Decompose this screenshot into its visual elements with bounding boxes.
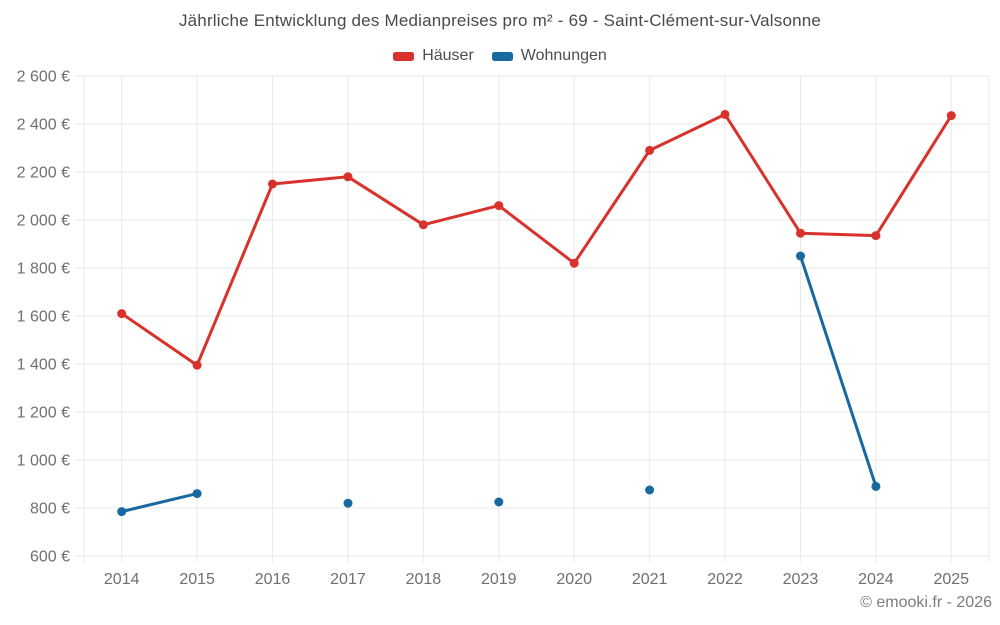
chart-title: Jährliche Entwicklung des Medianpreises … <box>178 11 822 30</box>
point-haeuser-2015[interactable] <box>192 360 202 370</box>
point-haeuser-2023[interactable] <box>796 228 805 238</box>
legend-item-wohnungen[interactable]: Wohnungen <box>491 47 607 65</box>
x-axis-tick-label-2020: 2020 <box>556 571 592 588</box>
x-axis-tick-label-2015: 2015 <box>179 571 215 588</box>
legend-swatch-wohnungen-icon <box>491 51 513 61</box>
point-haeuser-2022[interactable] <box>720 109 730 119</box>
legend-label-haeuser: Häuser <box>422 47 474 64</box>
x-axis-tick-label-2022: 2022 <box>707 571 743 588</box>
x-axis-tick-label-2025: 2025 <box>933 571 969 588</box>
point-haeuser-2024[interactable] <box>871 231 881 241</box>
legend-item-haeuser[interactable]: Häuser <box>393 47 474 65</box>
y-axis-tick-label: 2 200 € <box>17 165 70 182</box>
y-axis-tick-label: 2 000 € <box>17 213 70 230</box>
point-haeuser-2016[interactable] <box>268 179 277 189</box>
y-axis-tick-label: 2 600 € <box>17 69 70 86</box>
point-wohnungen-2021[interactable] <box>645 485 655 495</box>
legend-label-wohnungen: Wohnungen <box>520 47 607 64</box>
point-wohnungen-2023[interactable] <box>796 251 805 261</box>
point-haeuser-2019[interactable] <box>494 201 504 211</box>
y-axis-tick-label: 1 200 € <box>17 405 70 422</box>
point-haeuser-2021[interactable] <box>645 145 655 155</box>
x-axis-tick-label-2016: 2016 <box>255 571 291 588</box>
chart-legend: Häuser Wohnungen <box>0 46 1000 66</box>
y-axis-tick-label: 800 € <box>30 501 70 518</box>
point-haeuser-2020[interactable] <box>569 258 579 268</box>
point-wohnungen-2015[interactable] <box>192 489 202 499</box>
point-wohnungen-2019[interactable] <box>494 497 504 507</box>
series-line-wohnungen <box>120 254 878 514</box>
x-axis-tick-label-2017: 2017 <box>330 571 366 588</box>
x-axis-tick-label-2014: 2014 <box>104 571 140 588</box>
point-haeuser-2018[interactable] <box>418 220 428 230</box>
y-axis-tick-label: 1 000 € <box>17 453 70 470</box>
point-wohnungen-2017[interactable] <box>343 498 353 508</box>
y-axis-tick-label: 600 € <box>30 549 70 566</box>
series-line-haeuser <box>120 112 953 367</box>
x-axis-tick-label-2018: 2018 <box>406 571 442 588</box>
point-wohnungen-2014[interactable] <box>117 507 127 517</box>
y-axis-tick-label: 2 400 € <box>17 117 70 134</box>
point-haeuser-2014[interactable] <box>117 309 127 319</box>
point-haeuser-2025[interactable] <box>946 111 956 121</box>
legend-swatch-haeuser-icon <box>393 51 415 61</box>
y-axis-tick-label: 1 400 € <box>17 357 70 374</box>
x-axis-tick-label-2019: 2019 <box>481 571 517 588</box>
point-wohnungen-2024[interactable] <box>871 481 881 491</box>
y-axis-tick-label: 1 600 € <box>17 309 70 326</box>
x-axis-tick-label-2024: 2024 <box>858 571 894 588</box>
x-axis-tick-label-2023: 2023 <box>783 571 819 588</box>
point-haeuser-2017[interactable] <box>343 172 353 182</box>
copyright-text: © emooki.fr - 2026 <box>860 594 992 611</box>
x-axis-tick-label-2021: 2021 <box>632 571 668 588</box>
y-axis-tick-label: 1 800 € <box>17 261 70 278</box>
